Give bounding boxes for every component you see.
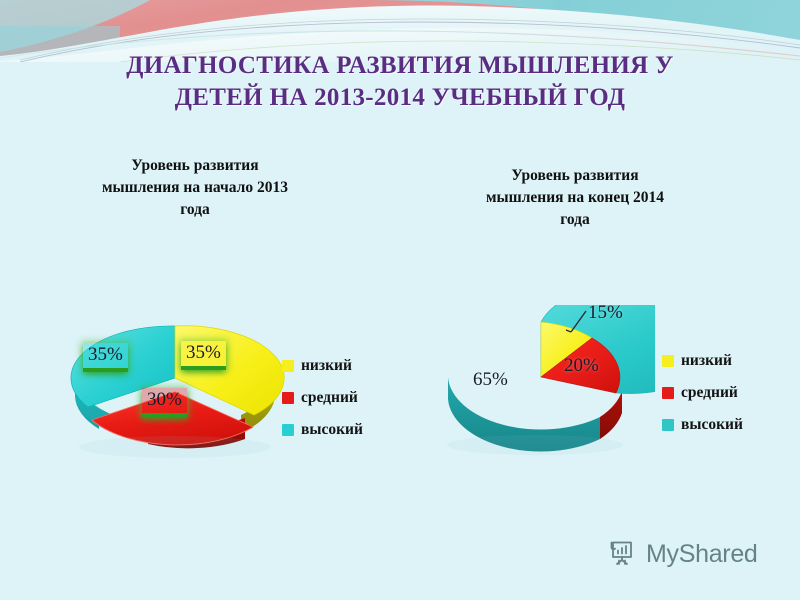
legend-item-low[interactable]: низкий xyxy=(282,357,363,375)
legend-item-medium[interactable]: средний xyxy=(282,389,363,407)
legend-chart-2013: низкий средний высокий xyxy=(282,357,363,439)
myshared-label: MyShared xyxy=(646,540,758,568)
legend-swatch-medium-icon xyxy=(282,392,294,404)
legend-item-high[interactable]: высокий xyxy=(662,416,743,434)
chart-2013-subtitle: Уровень развития мышления на начало 2013… xyxy=(70,155,320,221)
decorative-wave-banner xyxy=(0,0,800,62)
page-title-line-1: ДИАГНОСТИКА РАЗВИТИЯ МЫШЛЕНИЯ У xyxy=(126,52,674,79)
legend-swatch-medium-icon xyxy=(662,387,674,399)
legend-swatch-high-icon xyxy=(662,419,674,431)
chart-2014-subtitle-line-1: Уровень развития xyxy=(511,167,639,184)
legend-chart-2014: низкий средний высокий xyxy=(662,352,743,434)
legend-label-medium: средний xyxy=(301,389,358,406)
chart-2013-subtitle-line-1: Уровень развития xyxy=(131,157,259,174)
chart-2014: 15% 20% 65% xyxy=(440,302,655,460)
legend-item-high[interactable]: высокий xyxy=(282,421,363,439)
legend-label-medium: средний xyxy=(681,384,738,401)
chart-2014-subtitle: Уровень развития мышления на конец 2014 … xyxy=(450,165,700,231)
page-title-line-2: ДЕТЕЙ НА 2013-2014 УЧЕБНЫЙ ГОД xyxy=(174,84,626,111)
legend-item-medium[interactable]: средний xyxy=(662,384,743,402)
chart-2013-subtitle-line-2: мышления на начало 2013 xyxy=(101,179,288,196)
page-title: ДИАГНОСТИКА РАЗВИТИЯ МЫШЛЕНИЯ У ДЕТЕЙ НА… xyxy=(40,50,760,114)
legend-swatch-high-icon xyxy=(282,424,294,436)
chart-2013: 35% 35% 30% xyxy=(55,315,295,460)
legend-item-low[interactable]: низкий xyxy=(662,352,743,370)
myshared-watermark[interactable]: MyShared xyxy=(606,536,758,573)
legend-swatch-low-icon xyxy=(282,360,294,372)
legend-label-high: высокий xyxy=(301,421,363,438)
chart-2014-subtitle-line-2: мышления на конец 2014 xyxy=(485,189,665,206)
chart-2014-subtitle-line-3: года xyxy=(560,211,590,228)
chart-2013-subtitle-line-3: года xyxy=(180,201,210,218)
legend-label-high: высокий xyxy=(681,416,743,433)
legend-label-low: низкий xyxy=(681,352,732,369)
flipchart-bar-chart-icon xyxy=(606,536,638,573)
legend-swatch-low-icon xyxy=(662,355,674,367)
pie-chart-2014[interactable]: 15% 20% 65% xyxy=(440,302,655,460)
legend-label-low: низкий xyxy=(301,357,352,374)
pie-chart-2013[interactable]: 35% 35% 30% xyxy=(55,315,295,460)
